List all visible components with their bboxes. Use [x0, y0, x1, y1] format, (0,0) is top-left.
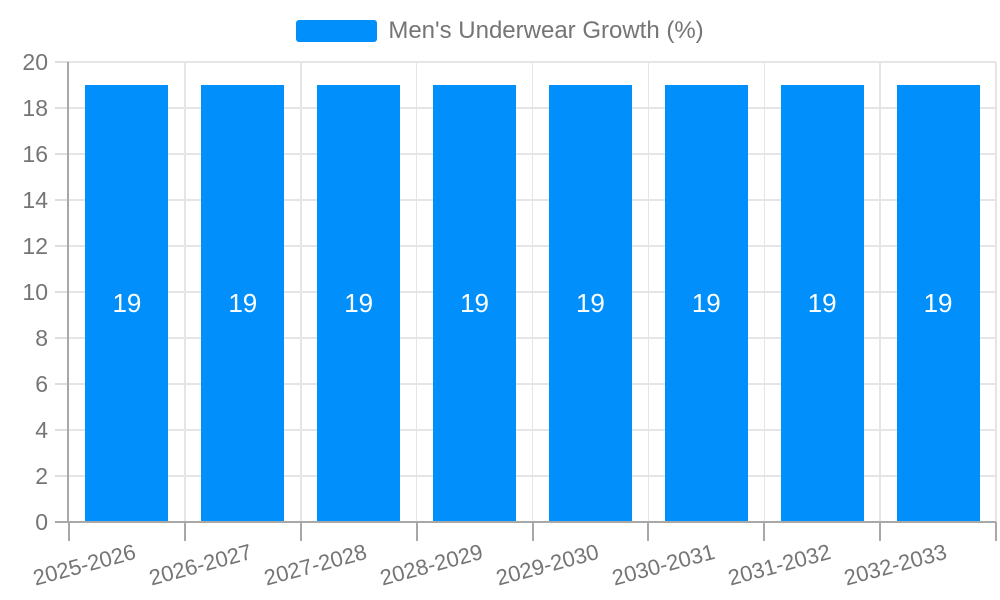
bar-value-label: 19 — [807, 287, 837, 318]
y-axis-tick — [55, 383, 69, 385]
y-axis-tick — [55, 245, 69, 247]
legend[interactable]: Men's Underwear Growth (%) — [0, 18, 1000, 44]
bar-value-label: 19 — [344, 287, 374, 318]
y-axis-label: 2 — [35, 462, 48, 489]
x-axis-tick — [531, 522, 534, 541]
legend-swatch — [296, 20, 378, 42]
y-axis-tick — [55, 107, 69, 109]
x-axis-tick — [415, 522, 418, 541]
bar-2028-2029[interactable]: 19 — [433, 85, 517, 521]
y-axis-label: 10 — [22, 278, 48, 305]
bar-value-label: 19 — [575, 287, 605, 318]
gridline-vertical — [415, 62, 418, 522]
y-axis-label: 16 — [22, 140, 48, 167]
gridline-vertical — [531, 62, 534, 522]
bar-2032-2033[interactable]: 19 — [896, 85, 980, 521]
gridline-vertical — [763, 62, 765, 522]
x-axis-label: 2028-2029 — [377, 539, 486, 591]
bar-value-label: 19 — [923, 287, 953, 318]
y-axis-label: 6 — [35, 370, 48, 397]
x-axis-label: 2031-2032 — [725, 539, 834, 591]
gridline-vertical — [879, 62, 881, 522]
x-axis-label: 2027-2028 — [261, 539, 370, 591]
y-axis-label: 14 — [22, 186, 48, 213]
y-axis-label: 4 — [35, 416, 48, 443]
bar-2030-2031[interactable]: 19 — [664, 85, 748, 521]
bar-value-label: 19 — [228, 287, 258, 318]
x-axis-label: 2032-2033 — [841, 539, 950, 591]
y-axis-tick — [55, 429, 69, 431]
x-axis-line — [55, 521, 996, 523]
bar-2025-2026[interactable]: 19 — [85, 85, 169, 521]
y-axis-label: 20 — [22, 48, 48, 75]
bar-value-label: 19 — [112, 287, 142, 318]
bar-2031-2032[interactable]: 19 — [780, 85, 864, 521]
gridline-vertical — [184, 62, 186, 522]
bar-2029-2030[interactable]: 19 — [548, 85, 632, 521]
y-axis-tick — [55, 291, 69, 293]
y-axis-line — [67, 62, 69, 522]
x-axis-tick — [763, 522, 766, 541]
gridline-vertical — [647, 62, 650, 522]
x-axis-label: 2026-2027 — [145, 539, 255, 591]
gridline-vertical — [300, 62, 302, 522]
x-axis-tick — [879, 522, 882, 541]
x-axis-tick — [647, 522, 650, 541]
x-axis-label: 2029-2030 — [493, 539, 602, 591]
gridline-vertical — [995, 62, 997, 522]
y-axis-label: 8 — [35, 324, 48, 351]
y-axis-tick — [55, 337, 69, 339]
bar-2027-2028[interactable]: 19 — [317, 85, 401, 521]
y-axis-tick — [55, 199, 69, 201]
y-axis-tick — [55, 61, 69, 63]
x-axis-tick — [299, 522, 302, 541]
x-axis-tick — [183, 522, 186, 541]
bar-value-label: 19 — [460, 287, 490, 318]
x-axis-label: 2025-2026 — [30, 539, 139, 591]
x-axis-tick — [68, 522, 70, 541]
bar-value-label: 19 — [691, 287, 721, 318]
y-axis-tick — [55, 153, 69, 155]
bar-2026-2027[interactable]: 19 — [201, 85, 285, 521]
x-axis-tick — [995, 522, 997, 541]
y-axis-label: 0 — [35, 508, 48, 535]
y-axis-label: 12 — [22, 232, 48, 259]
y-axis-label: 18 — [22, 94, 48, 121]
legend-label: Men's Underwear Growth (%) — [388, 17, 704, 44]
x-axis-label: 2030-2031 — [609, 539, 718, 591]
y-axis-tick — [55, 475, 69, 477]
